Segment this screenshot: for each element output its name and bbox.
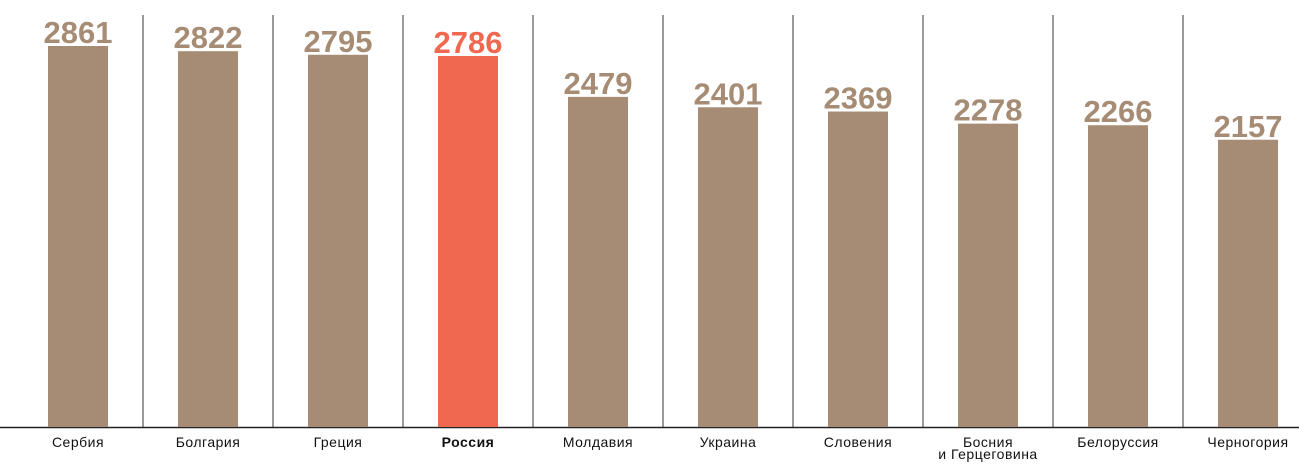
bar — [1218, 139, 1278, 427]
value-label: 2157 — [1214, 109, 1283, 144]
bar — [698, 107, 758, 427]
bar — [178, 51, 238, 428]
bar — [1088, 125, 1148, 428]
category-label: Греция — [313, 434, 363, 450]
value-label: 2786 — [434, 25, 503, 60]
bar — [828, 111, 888, 427]
category-label: Белоруссия — [1077, 434, 1159, 450]
category-label: Болгария — [175, 434, 241, 450]
bar — [568, 96, 628, 427]
value-label: 2266 — [1084, 94, 1153, 129]
category-label: Россия — [441, 434, 495, 450]
category-label: Черногория — [1207, 434, 1289, 450]
bar — [438, 55, 498, 428]
value-label: 2278 — [954, 93, 1023, 128]
value-label: 2822 — [174, 20, 243, 55]
bar — [958, 123, 1018, 427]
value-label: 2479 — [564, 66, 633, 101]
value-label: 2795 — [304, 24, 373, 59]
category-label: Словения — [823, 434, 893, 450]
value-label: 2369 — [824, 81, 893, 116]
category-label: Молдавия — [562, 434, 634, 450]
bar — [308, 54, 368, 427]
category-label: Сербия — [51, 434, 105, 450]
value-label: 2861 — [44, 15, 113, 50]
bar — [48, 46, 108, 427]
category-label: Украина — [699, 434, 757, 450]
value-label: 2401 — [694, 76, 763, 111]
category-label: Босния и Герцеговина — [938, 434, 1038, 462]
